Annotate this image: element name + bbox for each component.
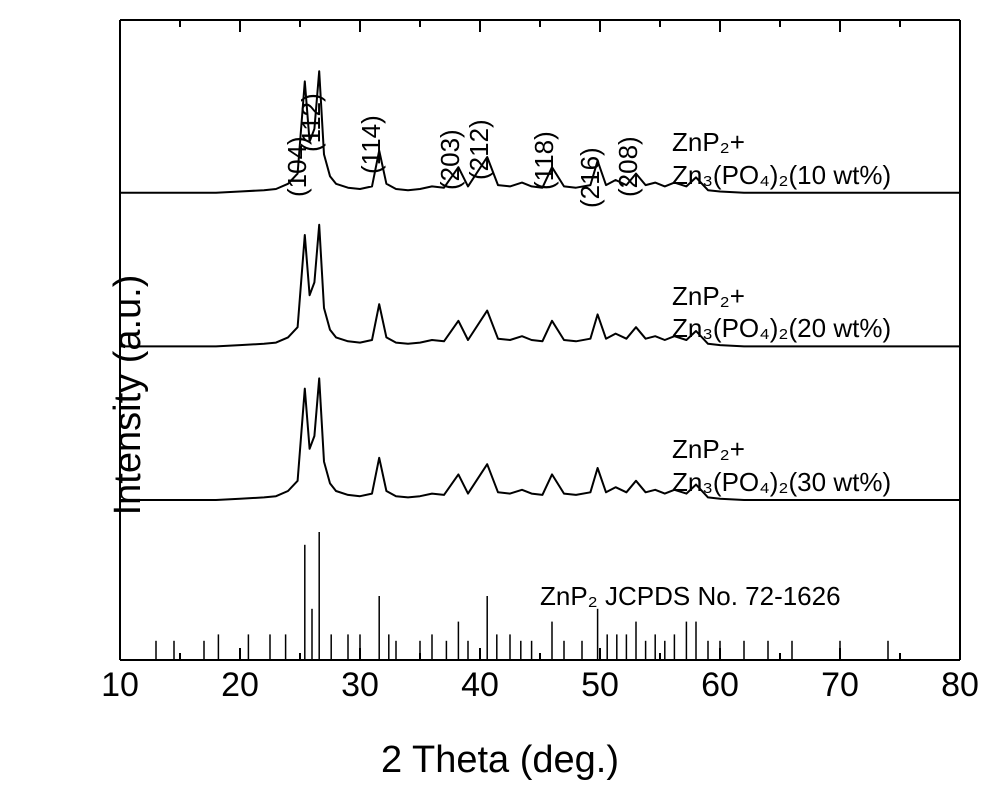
peak-label: (114) bbox=[356, 115, 387, 174]
series-label: ZnP₂+Zn₃(PO₄)₂(10 wt%) bbox=[672, 126, 891, 191]
peak-label: (208) bbox=[613, 136, 644, 197]
x-tick-label: 60 bbox=[701, 666, 739, 705]
y-axis-label: Intensity (a.u.) bbox=[107, 275, 150, 516]
peak-label: (112) bbox=[296, 93, 327, 152]
x-tick-label: 70 bbox=[821, 666, 859, 705]
x-tick-label: 80 bbox=[941, 666, 979, 705]
series-label: ZnP₂+Zn₃(PO₄)₂(30 wt%) bbox=[672, 433, 891, 498]
peak-label: (212) bbox=[464, 119, 495, 180]
x-axis-label: 2 Theta (deg.) bbox=[381, 739, 619, 782]
x-tick-label: 50 bbox=[581, 666, 619, 705]
x-tick-label: 10 bbox=[101, 666, 139, 705]
x-tick-label: 20 bbox=[221, 666, 259, 705]
peak-label: (118) bbox=[529, 131, 560, 190]
reference-label: ZnP₂ JCPDS No. 72-1626 bbox=[540, 580, 841, 613]
series-label: ZnP₂+Zn₃(PO₄)₂(20 wt%) bbox=[672, 280, 891, 345]
peak-label: (203) bbox=[435, 129, 466, 190]
x-tick-label: 30 bbox=[341, 666, 379, 705]
x-tick-label: 40 bbox=[461, 666, 499, 705]
xrd-chart: Intensity (a.u.) 2 Theta (deg.) 10 20 30 40… bbox=[0, 0, 1000, 790]
peak-label: (216) bbox=[575, 147, 606, 208]
